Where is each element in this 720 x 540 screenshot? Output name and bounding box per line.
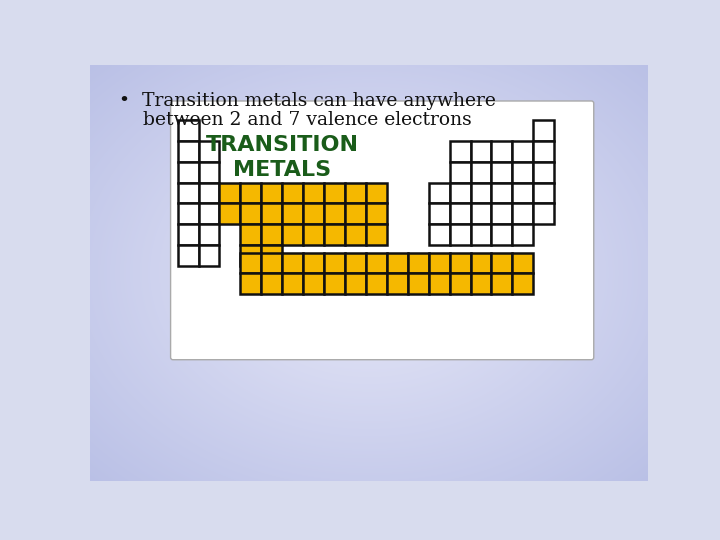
- Bar: [178, 245, 199, 266]
- Bar: [471, 204, 492, 224]
- Bar: [366, 204, 387, 224]
- Bar: [387, 273, 408, 294]
- Bar: [366, 224, 387, 245]
- Bar: [178, 224, 199, 245]
- Bar: [282, 183, 303, 204]
- Bar: [471, 224, 492, 245]
- Bar: [303, 253, 324, 273]
- Bar: [492, 183, 513, 204]
- Bar: [345, 224, 366, 245]
- Bar: [240, 273, 261, 294]
- Bar: [345, 253, 366, 273]
- Bar: [261, 224, 282, 245]
- Bar: [220, 204, 240, 224]
- Bar: [282, 273, 303, 294]
- Bar: [449, 141, 471, 162]
- Bar: [261, 183, 282, 204]
- Bar: [324, 273, 345, 294]
- Bar: [324, 204, 345, 224]
- Bar: [261, 204, 282, 224]
- Bar: [220, 183, 240, 204]
- Bar: [261, 273, 282, 294]
- Text: •  Transition metals can have anywhere: • Transition metals can have anywhere: [120, 92, 496, 110]
- Bar: [471, 183, 492, 204]
- Bar: [449, 183, 471, 204]
- Bar: [199, 245, 220, 266]
- Bar: [282, 204, 303, 224]
- Bar: [303, 224, 324, 245]
- Bar: [199, 183, 220, 204]
- Bar: [449, 273, 471, 294]
- Bar: [366, 183, 387, 204]
- Bar: [261, 253, 282, 273]
- Bar: [199, 162, 220, 183]
- Bar: [449, 162, 471, 183]
- Bar: [303, 204, 324, 224]
- Bar: [513, 204, 534, 224]
- Bar: [449, 253, 471, 273]
- Text: between 2 and 7 valence electrons: between 2 and 7 valence electrons: [120, 111, 472, 129]
- Bar: [240, 224, 261, 245]
- Bar: [428, 183, 449, 204]
- Bar: [199, 204, 220, 224]
- Bar: [513, 141, 534, 162]
- Bar: [178, 183, 199, 204]
- Bar: [324, 224, 345, 245]
- Bar: [492, 162, 513, 183]
- FancyBboxPatch shape: [171, 101, 594, 360]
- Bar: [471, 273, 492, 294]
- Text: TRANSITION: TRANSITION: [206, 135, 359, 155]
- Bar: [178, 120, 199, 141]
- Bar: [408, 253, 428, 273]
- Bar: [513, 224, 534, 245]
- Bar: [240, 253, 261, 273]
- Bar: [428, 273, 449, 294]
- Bar: [345, 204, 366, 224]
- Bar: [513, 162, 534, 183]
- Bar: [345, 273, 366, 294]
- Bar: [178, 141, 199, 162]
- Bar: [387, 253, 408, 273]
- Bar: [240, 183, 261, 204]
- Bar: [449, 204, 471, 224]
- Bar: [345, 183, 366, 204]
- Bar: [449, 224, 471, 245]
- Bar: [534, 183, 554, 204]
- Bar: [471, 253, 492, 273]
- Bar: [513, 273, 534, 294]
- Bar: [408, 273, 428, 294]
- Bar: [534, 162, 554, 183]
- Bar: [428, 204, 449, 224]
- Bar: [199, 224, 220, 245]
- Bar: [366, 253, 387, 273]
- Bar: [428, 224, 449, 245]
- Bar: [178, 162, 199, 183]
- Bar: [492, 224, 513, 245]
- Bar: [534, 120, 554, 141]
- Bar: [471, 141, 492, 162]
- Bar: [513, 183, 534, 204]
- Bar: [282, 253, 303, 273]
- Bar: [428, 253, 449, 273]
- Bar: [303, 183, 324, 204]
- Bar: [282, 224, 303, 245]
- Bar: [492, 141, 513, 162]
- Bar: [199, 141, 220, 162]
- Bar: [492, 253, 513, 273]
- Bar: [178, 204, 199, 224]
- Bar: [534, 204, 554, 224]
- Bar: [240, 245, 261, 266]
- Bar: [324, 183, 345, 204]
- Bar: [534, 141, 554, 162]
- Bar: [240, 204, 261, 224]
- Bar: [492, 204, 513, 224]
- Bar: [513, 253, 534, 273]
- Text: METALS: METALS: [233, 160, 331, 180]
- Bar: [471, 162, 492, 183]
- Bar: [324, 253, 345, 273]
- Bar: [303, 273, 324, 294]
- Bar: [261, 245, 282, 266]
- Bar: [492, 273, 513, 294]
- Bar: [366, 273, 387, 294]
